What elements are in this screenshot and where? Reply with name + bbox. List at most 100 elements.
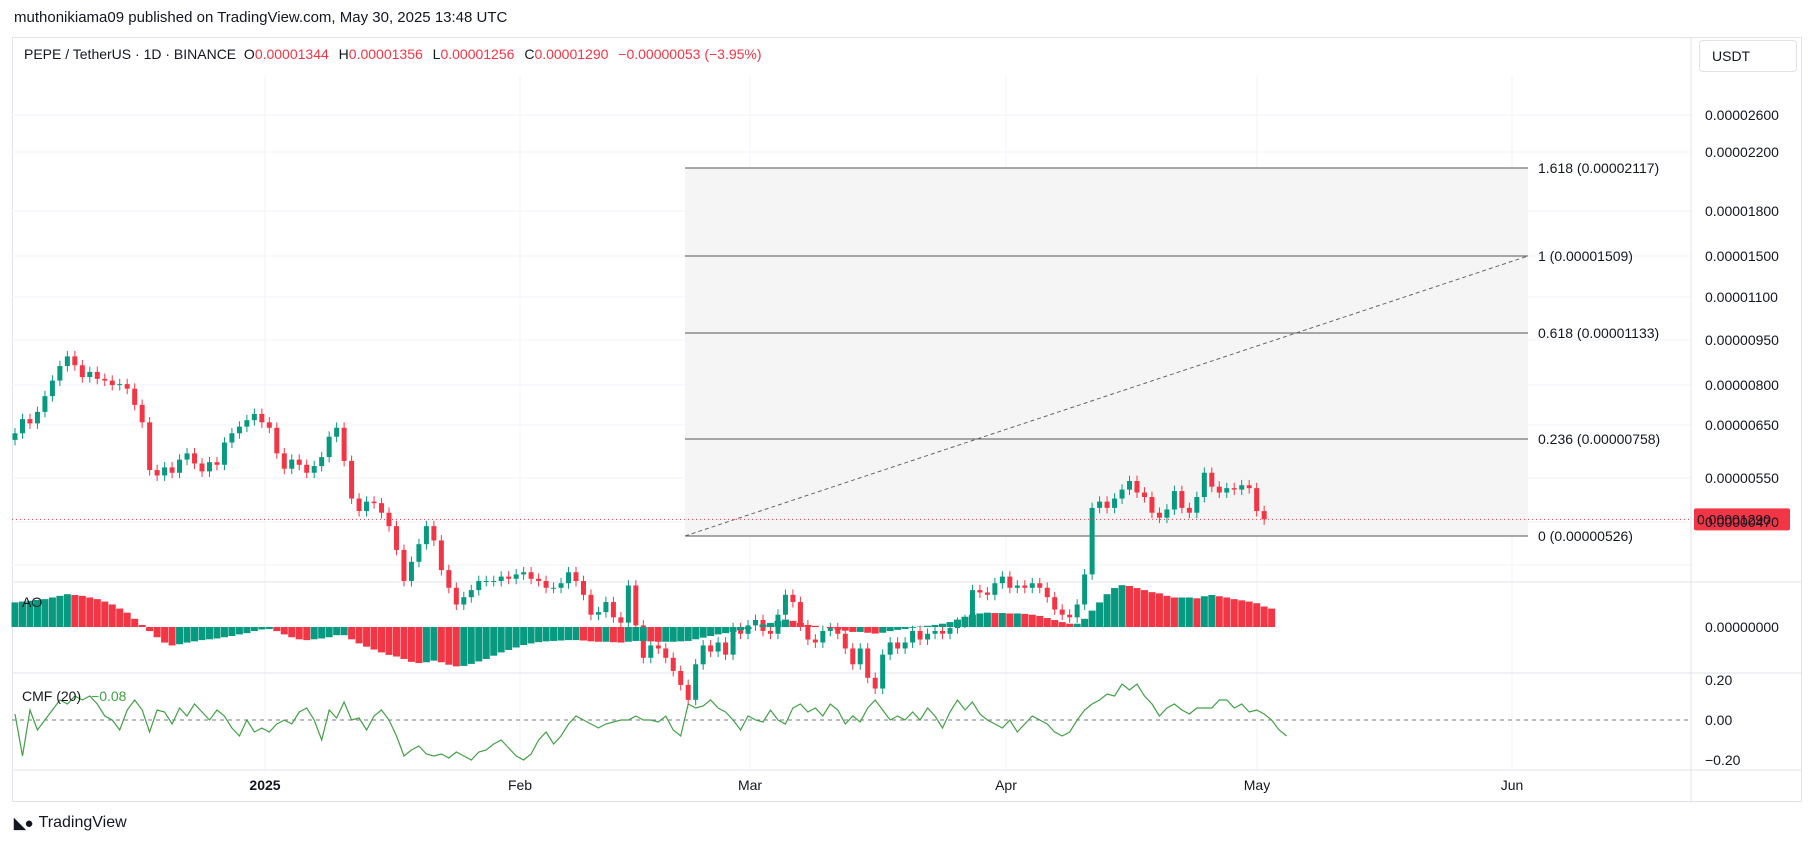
cmf-axis-label: 0.00 (1705, 712, 1732, 728)
ao-bar (886, 627, 894, 632)
candle-body (102, 378, 108, 381)
candle-body (319, 457, 325, 467)
ao-bar (1193, 598, 1201, 627)
candle-body (902, 642, 908, 649)
ao-bar (512, 627, 520, 648)
candle-body (805, 625, 811, 640)
ao-bar (1126, 586, 1134, 627)
cmf-legend[interactable]: CMF (20) −0.08 (22, 688, 126, 704)
ao-bar (146, 627, 154, 632)
ao-bar (460, 627, 468, 666)
candle-body (723, 642, 729, 655)
ao-bar (714, 627, 722, 635)
price-axis-label: 0.00001800 (1705, 203, 1779, 219)
ao-bar (108, 604, 116, 627)
ao-title: AO (22, 594, 43, 610)
candle-body (895, 642, 901, 649)
ao-label[interactable]: AO (22, 594, 42, 610)
ao-bar (557, 627, 565, 641)
currency-selector[interactable]: USDT (1699, 40, 1797, 72)
ao-bar (609, 627, 617, 643)
candle-body (431, 526, 437, 541)
candle-body (842, 633, 848, 649)
ao-bar (1185, 597, 1193, 627)
ao-bar (1140, 590, 1148, 627)
ao-bar (400, 627, 408, 659)
candle-body (1186, 507, 1192, 513)
ao-bar (490, 627, 498, 656)
ao-bar (445, 627, 453, 665)
candle-body (999, 576, 1005, 584)
ao-bar (579, 627, 587, 641)
ao-bar (235, 627, 243, 635)
ao-bar (505, 627, 513, 650)
candle-body (678, 670, 684, 685)
candle-body (206, 462, 212, 472)
ao-bar (1178, 597, 1186, 627)
ao-bar (265, 627, 273, 630)
candle-body (693, 664, 699, 700)
candle-body (521, 572, 527, 575)
candle-body (154, 470, 160, 476)
candle-body (1097, 501, 1103, 508)
candle-body (850, 648, 856, 665)
ao-bar (33, 599, 41, 627)
ao-bar (699, 627, 707, 638)
candle-body (109, 380, 115, 386)
candle-body (865, 648, 871, 678)
candle-body (925, 633, 931, 640)
candle-body (573, 572, 579, 581)
candle-body (543, 580, 549, 588)
tradingview-logo[interactable]: ◣● TradingView (14, 814, 127, 832)
candle-body (147, 422, 153, 471)
ao-bar (789, 620, 797, 627)
ao-bar (624, 627, 632, 642)
ao-bar (101, 601, 109, 627)
candle-body (132, 388, 138, 405)
candle-body (625, 585, 631, 623)
candle-body (588, 594, 594, 615)
candle-body (57, 366, 63, 381)
fib-trend-line (684, 255, 1529, 537)
ao-bar (348, 627, 356, 640)
candle-body (1089, 507, 1095, 575)
symbol-title[interactable]: PEPE / TetherUS · 1D · BINANCE (24, 46, 237, 62)
candle-body (992, 583, 998, 595)
fib-level-label: 0 (0.00000526) (1538, 528, 1633, 544)
candle-body (708, 645, 714, 652)
ao-bar (168, 627, 176, 646)
ao-bar (467, 627, 475, 664)
candle-body (34, 411, 40, 424)
ao-bar (542, 627, 550, 642)
candle-body (1104, 501, 1110, 508)
ao-bar (1118, 585, 1126, 627)
ao-bar (572, 627, 580, 641)
ao-bar (250, 627, 258, 632)
candle-body (356, 498, 362, 512)
time-axis-label: 2025 (249, 777, 280, 793)
candle-body (835, 628, 841, 634)
ao-bar (1230, 599, 1238, 627)
candle-body (476, 580, 482, 591)
candle-body (640, 625, 646, 658)
ao-bar (363, 627, 371, 647)
candle-body (259, 413, 265, 423)
candle-body (685, 684, 691, 700)
ao-bar (1245, 601, 1253, 627)
ao-bar (1013, 613, 1021, 627)
cmf-axis-label: −0.20 (1705, 752, 1741, 768)
candle-body (326, 436, 332, 458)
candle-body (379, 503, 385, 513)
candle-body (72, 356, 78, 366)
ao-bar (116, 608, 124, 627)
candle-body (199, 463, 205, 472)
candle-body (603, 602, 609, 613)
price-axis-label: 0.00000950 (1705, 332, 1779, 348)
ao-bar (407, 627, 415, 662)
candle-body (1014, 585, 1020, 588)
candle-body (236, 426, 242, 434)
ao-bar (161, 627, 169, 643)
candle-body (1209, 472, 1215, 487)
ao-bar (1215, 596, 1223, 627)
